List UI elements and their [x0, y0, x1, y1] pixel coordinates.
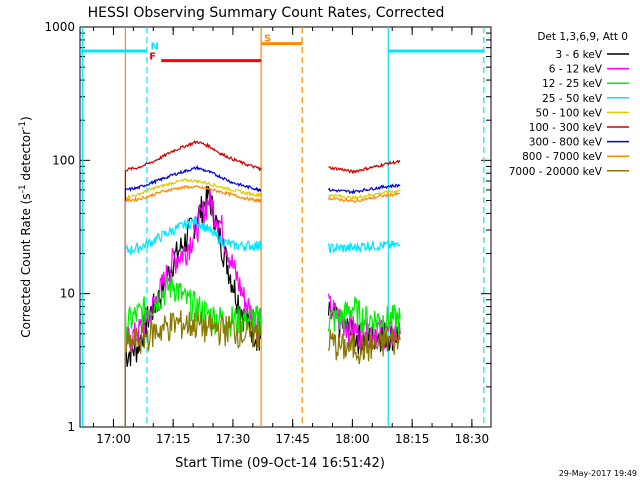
legend-label: 3 - 6 keV	[555, 49, 602, 61]
legend: 3 - 6 keV 6 - 12 keV 12 - 25 keV 25 - 50 ke…	[509, 49, 629, 178]
plot-area: 17:00 17:15 17:30 17:45 18:00 18:15 18:30 1 10 10…	[44, 20, 492, 446]
series-line-7	[124, 184, 262, 427]
series-line-2	[124, 272, 262, 427]
legend-header: Det 1,3,6,9, Att 0	[537, 31, 628, 43]
y-tick-label: 10	[60, 287, 75, 301]
series-line-5	[328, 159, 401, 175]
series-line-4	[124, 177, 261, 427]
series-line-5	[124, 140, 262, 427]
y-axis-label: Corrected Count Rate (s-1 detector-1)	[18, 116, 33, 337]
plot-frame	[79, 26, 492, 428]
series-line-3	[124, 217, 262, 427]
x-tick-label: 17:00	[96, 432, 131, 446]
series-line-2	[327, 296, 401, 336]
annotation-f: F	[149, 52, 156, 63]
series-line-6	[328, 183, 401, 195]
x-axis-label: Start Time (09-Oct-14 16:51:42)	[175, 456, 385, 471]
legend-label: 300 - 800 keV	[529, 137, 603, 149]
x-tick-label: 18:30	[455, 432, 490, 446]
legend-label: 12 - 25 keV	[542, 78, 603, 90]
series-line-6	[124, 164, 262, 427]
legend-label: 6 - 12 keV	[549, 64, 603, 76]
series-line-8	[124, 310, 262, 427]
series-line-3	[327, 239, 401, 254]
y-tick-label: 100	[52, 153, 75, 167]
footer-date: 29-May-2017 19:49	[559, 469, 637, 478]
x-tick-label: 17:30	[216, 432, 251, 446]
x-tick-label: 17:45	[275, 432, 310, 446]
series-line-7	[327, 191, 401, 204]
x-tick-label: 18:00	[335, 432, 370, 446]
legend-label: 7000 - 20000 keV	[509, 166, 603, 178]
legend-label: 25 - 50 keV	[542, 93, 603, 105]
x-tick-label: 18:15	[395, 432, 430, 446]
y-tick-label: 1000	[44, 20, 75, 34]
y-tick-label: 1	[67, 420, 75, 434]
legend-label: 800 - 7000 keV	[522, 151, 603, 163]
legend-label: 100 - 300 keV	[529, 122, 603, 134]
annotation-s: S	[264, 33, 271, 44]
series-line-4	[328, 189, 401, 201]
chart-title: HESSI Observing Summary Count Rates, Cor…	[88, 5, 445, 21]
series-line-8	[327, 329, 401, 365]
x-tick-label: 17:15	[156, 432, 191, 446]
annotation-n: N	[150, 41, 158, 52]
legend-label: 50 - 100 keV	[535, 107, 602, 119]
